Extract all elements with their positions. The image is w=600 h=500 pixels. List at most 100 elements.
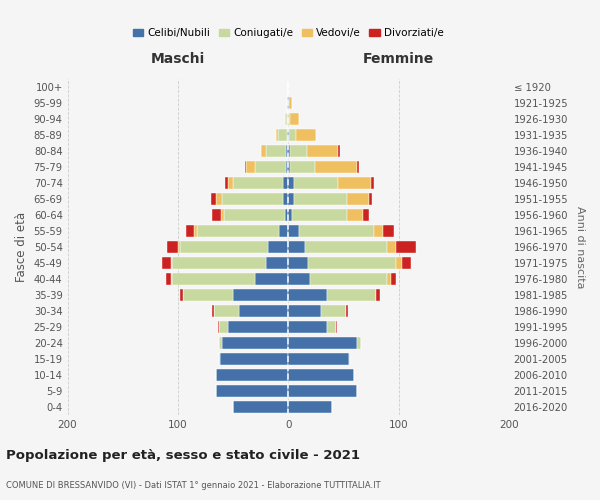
Bar <box>376 289 380 302</box>
Bar <box>233 177 283 190</box>
Bar <box>172 273 255 285</box>
Bar <box>288 353 349 366</box>
Bar <box>260 145 266 158</box>
Bar <box>226 177 227 190</box>
Bar <box>286 113 288 126</box>
Bar <box>288 289 327 302</box>
Bar <box>224 209 285 222</box>
Bar <box>308 257 397 270</box>
Bar <box>217 193 222 205</box>
Bar <box>285 209 288 222</box>
Bar <box>212 209 221 222</box>
Bar <box>346 305 348 318</box>
Bar <box>289 129 296 141</box>
Bar <box>292 209 347 222</box>
Bar <box>374 225 383 237</box>
Bar <box>227 177 233 190</box>
Bar <box>211 193 217 205</box>
Bar <box>280 225 288 237</box>
Bar <box>356 337 361 349</box>
Bar <box>283 177 288 190</box>
Bar <box>338 145 340 158</box>
Bar <box>227 321 288 334</box>
Bar <box>218 337 222 349</box>
Bar <box>222 337 288 349</box>
Bar <box>383 225 394 237</box>
Bar <box>180 241 268 254</box>
Bar <box>290 113 299 126</box>
Bar <box>288 337 356 349</box>
Bar <box>296 129 316 141</box>
Bar <box>288 401 332 413</box>
Bar <box>286 161 288 173</box>
Bar <box>363 209 369 222</box>
Bar <box>349 353 350 366</box>
Text: COMUNE DI BRESSANVIDO (VI) - Dati ISTAT 1° gennaio 2021 - Elaborazione TUTTITALI: COMUNE DI BRESSANVIDO (VI) - Dati ISTAT … <box>6 481 380 490</box>
Bar <box>214 305 239 318</box>
Bar <box>371 177 374 190</box>
Bar <box>288 209 292 222</box>
Bar <box>288 177 294 190</box>
Bar <box>288 273 310 285</box>
Bar <box>290 161 314 173</box>
Bar <box>221 209 224 222</box>
Bar <box>171 273 172 285</box>
Bar <box>217 369 288 382</box>
Bar <box>402 257 410 270</box>
Bar <box>283 193 288 205</box>
Bar <box>288 145 290 158</box>
Bar <box>239 305 288 318</box>
Bar <box>347 193 369 205</box>
Text: Femmine: Femmine <box>363 52 434 66</box>
Bar <box>287 129 288 141</box>
Bar <box>288 161 290 173</box>
Bar <box>288 385 356 398</box>
Bar <box>288 129 289 141</box>
Bar <box>327 321 335 334</box>
Bar <box>255 273 288 285</box>
Bar <box>290 145 307 158</box>
Bar <box>178 241 180 254</box>
Bar <box>212 305 214 318</box>
Bar <box>218 353 220 366</box>
Bar <box>163 257 171 270</box>
Bar <box>289 97 292 110</box>
Bar <box>335 321 337 334</box>
Bar <box>288 225 299 237</box>
Bar <box>233 289 288 302</box>
Text: Popolazione per età, sesso e stato civile - 2021: Popolazione per età, sesso e stato civil… <box>6 450 360 462</box>
Bar <box>268 241 288 254</box>
Bar <box>369 193 372 205</box>
Bar <box>288 113 290 126</box>
Bar <box>276 129 278 141</box>
Bar <box>197 225 280 237</box>
Bar <box>285 113 286 126</box>
Bar <box>397 257 402 270</box>
Bar <box>288 241 305 254</box>
Bar <box>338 177 371 190</box>
Bar <box>288 97 289 110</box>
Bar <box>310 273 388 285</box>
Bar <box>286 145 288 158</box>
Bar <box>222 193 283 205</box>
Bar <box>321 305 346 318</box>
Bar <box>246 161 255 173</box>
Bar <box>266 145 286 158</box>
Bar <box>299 225 374 237</box>
Legend: Celibi/Nubili, Coniugati/e, Vedovi/e, Divorziati/e: Celibi/Nubili, Coniugati/e, Vedovi/e, Di… <box>128 24 448 42</box>
Bar <box>233 401 288 413</box>
Bar <box>307 145 338 158</box>
Bar <box>287 97 288 110</box>
Y-axis label: Anni di nascita: Anni di nascita <box>575 206 585 288</box>
Bar <box>218 321 227 334</box>
Bar <box>194 225 197 237</box>
Bar <box>184 289 233 302</box>
Bar <box>180 289 184 302</box>
Bar <box>397 241 416 254</box>
Bar <box>327 289 376 302</box>
Bar <box>288 369 355 382</box>
Bar <box>172 257 266 270</box>
Bar <box>388 273 391 285</box>
Bar <box>288 305 321 318</box>
Bar <box>185 225 194 237</box>
